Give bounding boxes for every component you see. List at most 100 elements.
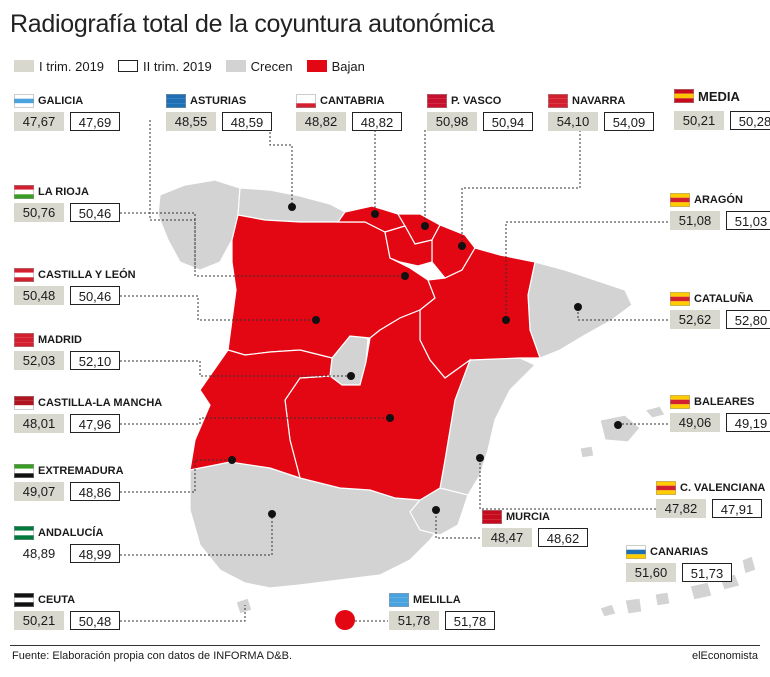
value-q2-la-rioja: 50,46 — [70, 203, 120, 222]
value-q1-galicia: 47,67 — [14, 112, 64, 131]
legend-item-q2: II trim. 2019 — [118, 59, 212, 74]
value-q2-aragon: 51,03 — [726, 211, 770, 230]
leader-lines — [120, 120, 672, 622]
leader-castilla-la-mancha — [120, 417, 390, 425]
value-q2-navarra: 54,09 — [604, 112, 654, 131]
dot-madrid — [347, 372, 355, 380]
region-name-murcia: MURCIA — [506, 511, 550, 523]
value-q1-c-valenciana: 47,82 — [656, 499, 706, 518]
legend-label-q2: II trim. 2019 — [143, 58, 212, 74]
value-q2-c-valenciana: 47,91 — [712, 499, 762, 518]
melilla-flag-icon — [389, 593, 409, 607]
region-name-media: MEDIA — [698, 89, 740, 104]
value-q1-andalucia: 48,89 — [22, 546, 56, 561]
value-q2-baleares: 49,19 — [726, 413, 770, 432]
leader-la-rioja — [120, 212, 405, 277]
chart-title: Radiografía total de la coyuntura autonó… — [10, 10, 495, 38]
dot-murcia — [432, 506, 440, 514]
value-q1-castilla-y-leon: 50,48 — [14, 286, 64, 305]
region-name-castilla-y-leon: CASTILLA Y LEÓN — [38, 269, 136, 281]
region-shape-ceuta — [235, 597, 253, 615]
leader-extremadura — [120, 459, 232, 493]
value-q1-navarra: 54,10 — [548, 112, 598, 131]
region-dots — [228, 203, 622, 518]
leader-galicia — [149, 120, 196, 270]
navarra-flag-icon — [548, 94, 568, 108]
legend-swatch-q1 — [14, 60, 34, 72]
legend-item-bajan: Bajan — [306, 58, 365, 74]
value-q2-murcia: 48,62 — [538, 528, 588, 547]
value-q2-cantabria: 48,82 — [352, 112, 402, 131]
value-q2-cataluna: 52,80 — [726, 310, 770, 329]
leader-murcia — [435, 510, 484, 539]
legend-label-crecen: Crecen — [250, 58, 293, 74]
galicia-flag-icon — [14, 94, 34, 108]
value-q1-murcia: 48,47 — [482, 528, 532, 547]
brand-name: elEconomista — [691, 650, 758, 662]
region-name-asturias: ASTURIAS — [190, 95, 247, 107]
dot-c-valenciana — [476, 454, 484, 462]
dot-baleares — [614, 421, 622, 429]
region-name-andalucia: ANDALUCÍA — [38, 527, 104, 539]
region-name-melilla: MELILLA — [413, 594, 461, 606]
source-note: Fuente: Elaboración propia con datos de … — [12, 650, 293, 662]
region-name-navarra: NAVARRA — [572, 95, 626, 107]
leader-castilla-y-leon — [120, 295, 316, 321]
leader-ceuta — [120, 605, 246, 622]
la-rioja-flag-icon — [14, 185, 34, 199]
leader-aragon — [505, 221, 672, 320]
region-name-extremadura: EXTREMADURA — [38, 465, 124, 477]
value-q2-castilla-la-mancha: 47,96 — [70, 414, 120, 433]
region-name-ceuta: CEUTA — [38, 594, 76, 606]
leader-navarra — [461, 130, 581, 246]
asturias-flag-icon — [166, 94, 186, 108]
value-q2-andalucia: 48,99 — [70, 544, 120, 563]
castilla-leon-flag-icon — [14, 268, 34, 282]
region-name-c-valenciana: C. VALENCIANA — [680, 482, 766, 494]
value-q2-asturias: 48,59 — [222, 112, 272, 131]
value-q2-canarias: 51,73 — [682, 563, 732, 582]
legend-label-q1: I trim. 2019 — [39, 58, 105, 74]
value-q1-media: 50,21 — [674, 111, 724, 130]
leader-asturias — [269, 120, 293, 207]
value-q2-extremadura: 48,86 — [70, 482, 120, 501]
canarias-flag-icon — [626, 545, 646, 559]
dot-navarra — [458, 242, 466, 250]
legend-swatch-crecen — [225, 60, 246, 72]
dot-la-rioja — [401, 272, 409, 280]
dot-castilla-y-leon — [312, 316, 320, 324]
aragon-flag-icon — [670, 193, 690, 207]
region-shape-la-rioja — [384, 225, 433, 267]
region-shape-canarias — [599, 555, 757, 618]
value-q2-melilla: 51,78 — [445, 611, 495, 630]
value-q2-p-vasco: 50,94 — [483, 112, 533, 131]
value-q1-ceuta: 50,21 — [14, 611, 64, 630]
region-name-cataluna: CATALUÑA — [694, 293, 754, 305]
murcia-flag-icon — [482, 510, 502, 524]
leader-c-valenciana — [479, 458, 672, 510]
value-q2-castilla-y-leon: 50,46 — [70, 286, 120, 305]
legend: I trim. 2019 II trim. 2019 Crecen Bajan — [14, 56, 379, 76]
region-name-canarias: CANARIAS — [650, 546, 709, 558]
dot-castilla-la-mancha — [386, 414, 394, 422]
leader-andalucia — [120, 514, 273, 556]
region-name-aragon: ARAGÓN — [694, 194, 743, 206]
dot-cantabria — [371, 210, 379, 218]
cataluna-flag-icon — [670, 292, 690, 306]
dot-asturias — [288, 203, 296, 211]
region-name-la-rioja: LA RIOJA — [38, 186, 89, 198]
legend-label-bajan: Bajan — [331, 58, 365, 74]
leader-madrid — [120, 360, 351, 377]
region-name-p-vasco: P. VASCO — [451, 95, 502, 107]
region-shape-baleares — [579, 405, 666, 459]
region-shape-extremadura — [189, 349, 333, 479]
dot-cataluna — [574, 303, 582, 311]
legend-item-q1: I trim. 2019 — [14, 59, 104, 74]
leader-cataluna — [577, 307, 672, 321]
value-q1-cantabria: 48,82 — [296, 112, 346, 131]
value-q1-cataluna: 52,62 — [670, 310, 720, 329]
castilla-la-mancha-flag-icon — [14, 396, 34, 410]
region-name-baleares: BALEARES — [694, 396, 755, 408]
value-q1-canarias: 51,60 — [626, 563, 676, 582]
value-q1-extremadura: 49,07 — [14, 482, 64, 501]
